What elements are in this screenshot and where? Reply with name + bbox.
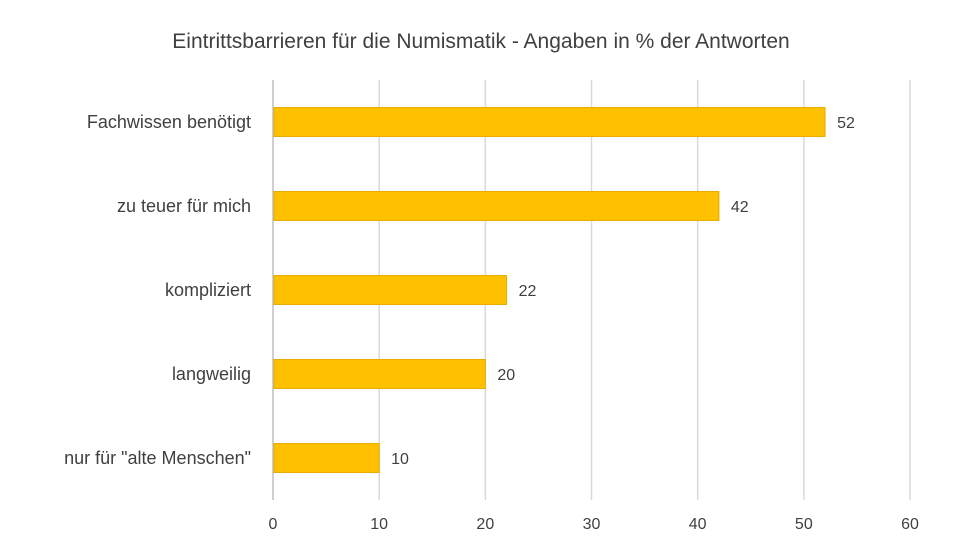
data-label: 22 [519, 283, 537, 300]
data-labels: 52 42 22 20 10 [391, 115, 855, 468]
chart-title: Eintrittsbarrieren für die Numismatik - … [172, 30, 789, 53]
x-tick-label: 0 [269, 516, 278, 533]
bar [273, 275, 508, 305]
x-tick-label: 50 [795, 516, 813, 533]
x-tick-label: 10 [370, 516, 388, 533]
bar [273, 443, 380, 473]
bar [273, 359, 486, 389]
x-tick-labels: 0 10 20 30 40 50 60 [269, 516, 919, 533]
x-tick-label: 40 [689, 516, 707, 533]
x-tick-label: 60 [901, 516, 919, 533]
bar [273, 107, 826, 137]
category-labels: Fachwissen benötigt zu teuer für mich komp… [64, 112, 251, 468]
data-label: 10 [391, 451, 409, 468]
x-tick-label: 30 [583, 516, 601, 533]
category-label: nur für "alte Menschen" [64, 448, 251, 468]
data-label: 52 [837, 115, 855, 132]
bars [273, 107, 826, 473]
x-tick-label: 20 [476, 516, 494, 533]
category-label: zu teuer für mich [117, 196, 251, 216]
category-label: langweilig [172, 364, 251, 384]
category-label: Fachwissen benötigt [87, 112, 251, 132]
data-label: 42 [731, 199, 749, 216]
data-label: 20 [497, 367, 515, 384]
bar [273, 191, 720, 221]
category-label: kompliziert [165, 280, 251, 300]
